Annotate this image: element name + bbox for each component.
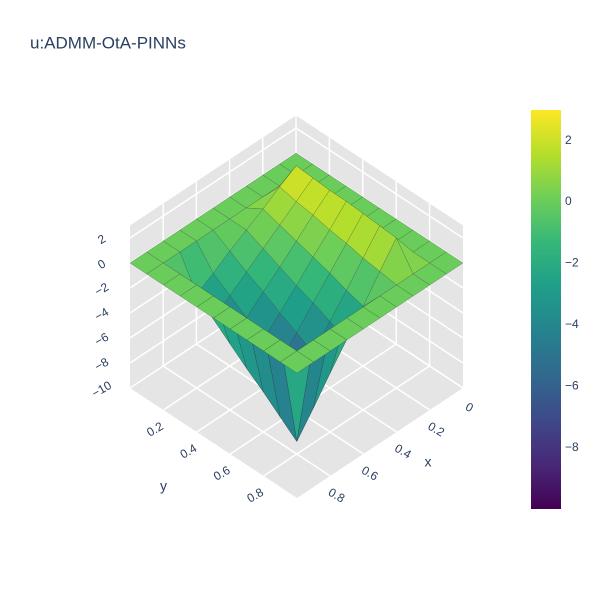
- grid-line: [263, 365, 431, 477]
- x-tick-label: 0.8: [326, 485, 348, 506]
- colorbar: [531, 110, 561, 509]
- x-tick-label: 0.2: [425, 419, 447, 440]
- y-tick-label: 0.4: [178, 441, 200, 462]
- colorbar-tick-label: −6: [565, 378, 579, 392]
- z-tick-label: −4: [92, 305, 111, 324]
- y-tick-label: 0.2: [144, 419, 166, 440]
- colorbar-tick-label: −2: [565, 256, 579, 270]
- colorbar-tick-label: −4: [565, 317, 579, 331]
- x-tick-label: 0.6: [359, 463, 381, 484]
- surface-cell: [280, 350, 314, 374]
- z-tick-label: −6: [92, 330, 111, 349]
- z-tick-label: 2: [95, 231, 108, 247]
- y-tick-label: 0.6: [211, 463, 233, 484]
- colorbar-tick-label: 0: [565, 194, 572, 208]
- x-tick-label: 0.4: [392, 441, 414, 462]
- chart-title: u:ADMM-OtA-PINNs: [30, 33, 186, 52]
- grid-line: [162, 365, 331, 477]
- grid-line: [129, 127, 297, 239]
- z-tick-label: −2: [92, 280, 111, 299]
- surface: [129, 152, 464, 442]
- x-tick-label: 0: [463, 400, 476, 416]
- y-axis-title: y: [160, 478, 167, 494]
- grid-line: [295, 127, 464, 239]
- z-tick-label: 0: [95, 256, 108, 272]
- z-tick-label: −10: [89, 378, 114, 400]
- x-axis-title: x: [425, 454, 432, 470]
- colorbar-tick-label: −8: [565, 440, 579, 454]
- colorbar-tick-label: 2: [565, 133, 572, 147]
- y-tick-label: 0.8: [244, 485, 266, 506]
- z-tick-label: −8: [92, 355, 111, 374]
